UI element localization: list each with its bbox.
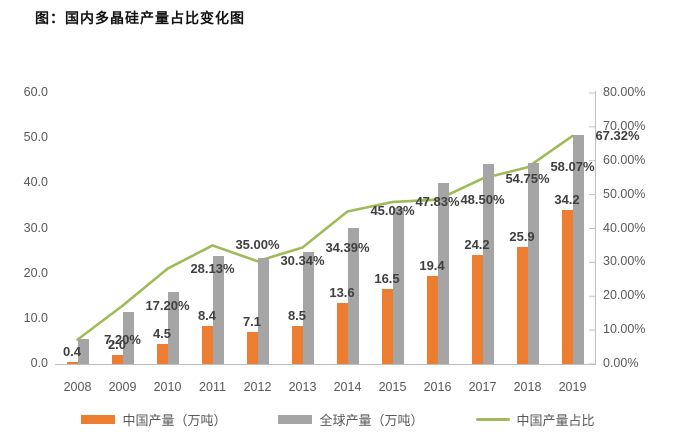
x-axis-year-label: 2010 [153,380,182,394]
legend-item: 中国产量（万吨） [81,410,226,429]
legend-bar-swatch [81,415,116,424]
legend-bar-swatch [278,415,313,424]
y-axis-left-tick-label: 50.0 [23,130,48,145]
china-production-bar [291,325,303,364]
global-production-bar [392,208,404,364]
y-axis-right-tick-label: 20.00% [603,288,646,303]
share-percent-label: 47.83% [415,193,460,209]
china-value-label: 19.4 [419,258,445,274]
share-percent-label: 34.39% [325,239,370,255]
y-axis-right-tick-label: 0.00% [603,356,639,370]
share-percent-label: 67.32% [595,127,640,143]
china-value-label: 24.2 [464,236,490,252]
share-percent-label: 48.50% [460,191,505,207]
y-axis-right-tick-label: 60.00% [603,152,646,167]
x-axis-year-label: 2012 [243,380,272,394]
legend-label: 中国产量（万吨） [122,413,227,428]
china-production-bar [111,354,123,364]
x-axis-year-label: 2017 [468,380,497,394]
y-axis-left-tick-label: 20.0 [23,265,48,280]
y-axis-right-tick-label: 10.00% [603,322,646,337]
global-production-bar [527,162,539,364]
x-axis-year-label: 2013 [288,380,317,394]
legend-label: 全球产量（万吨） [319,413,424,428]
share-percent-label: 35.00% [235,237,280,253]
y-axis-right-tick-label: 80.00% [603,85,646,99]
global-production-bar [167,291,179,364]
y-axis-left-tick-label: 30.0 [23,220,48,235]
china-value-label: 25.9 [509,229,535,245]
share-percent-label: 58.07% [550,159,595,175]
y-axis-left-tick-label: 60.0 [23,85,48,99]
global-production-bar [77,338,89,364]
share-percent-label: 54.75% [505,170,550,186]
x-axis-year-label: 2014 [333,380,362,394]
global-production-bar [122,311,134,364]
china-value-label: 7.1 [242,313,262,329]
china-production-bar [66,362,78,364]
china-production-bar [471,254,483,364]
china-production-bar [336,302,348,364]
china-production-bar [381,289,393,364]
share-percent-label: 45.03% [370,203,415,219]
china-value-label: 8.4 [197,308,217,324]
y-axis-left-tick-label: 0.0 [30,356,48,370]
global-production-bar [302,252,314,364]
china-value-label: 2.0 [107,336,127,352]
china-production-bar [201,326,213,364]
share-percent-label: 30.34% [280,253,325,269]
china-production-bar [246,331,258,364]
global-production-bar [347,227,359,364]
x-axis-year-label: 2015 [378,380,407,394]
china-production-bar [156,343,168,364]
china-value-label: 8.5 [287,307,307,323]
china-value-label: 16.5 [374,271,400,287]
share-percent-label: 28.13% [190,260,235,276]
legend-item: 中国产量占比 [475,410,595,429]
legend-line-swatch [475,417,510,422]
y-axis-right-tick-label: 70.00% [603,118,646,133]
china-value-label: 34.2 [554,191,580,207]
x-axis-year-label: 2016 [423,380,452,394]
chart-title: 图：国内多晶硅产量占比变化图 [35,10,245,26]
x-axis-year-label: 2008 [63,380,92,394]
y-axis-right-tick-label: 50.00% [603,186,646,201]
share-percent-label: 7.20% [104,331,141,347]
y-axis-left-tick-label: 40.0 [23,175,48,190]
china-production-bar [561,209,573,364]
china-value-label: 4.5 [152,325,172,341]
global-production-bar [212,255,224,364]
y-axis-right-tick-label: 30.00% [603,254,646,269]
legend-item: 全球产量（万吨） [278,410,424,429]
global-production-bar [257,258,269,364]
legend: 中国产量（万吨） 全球产量（万吨） 中国产量占比 [0,410,676,429]
china-production-bar [516,247,528,364]
china-value-label: 0.4 [62,344,82,360]
x-axis-year-label: 2019 [558,380,587,394]
share-percent-label: 17.20% [145,297,190,313]
x-axis-year-label: 2018 [513,380,542,394]
legend-label: 中国产量占比 [516,413,595,428]
china-value-label: 13.6 [329,284,355,300]
global-production-bar [437,183,449,364]
x-axis-year-label: 2009 [108,380,137,394]
global-production-bar [482,164,494,364]
y-axis-right-tick-label: 40.00% [603,220,646,235]
global-production-bar [572,134,584,364]
x-axis-year-label: 2011 [199,380,226,394]
y-axis-left-tick-label: 10.0 [23,310,48,325]
china-production-bar [426,276,438,364]
